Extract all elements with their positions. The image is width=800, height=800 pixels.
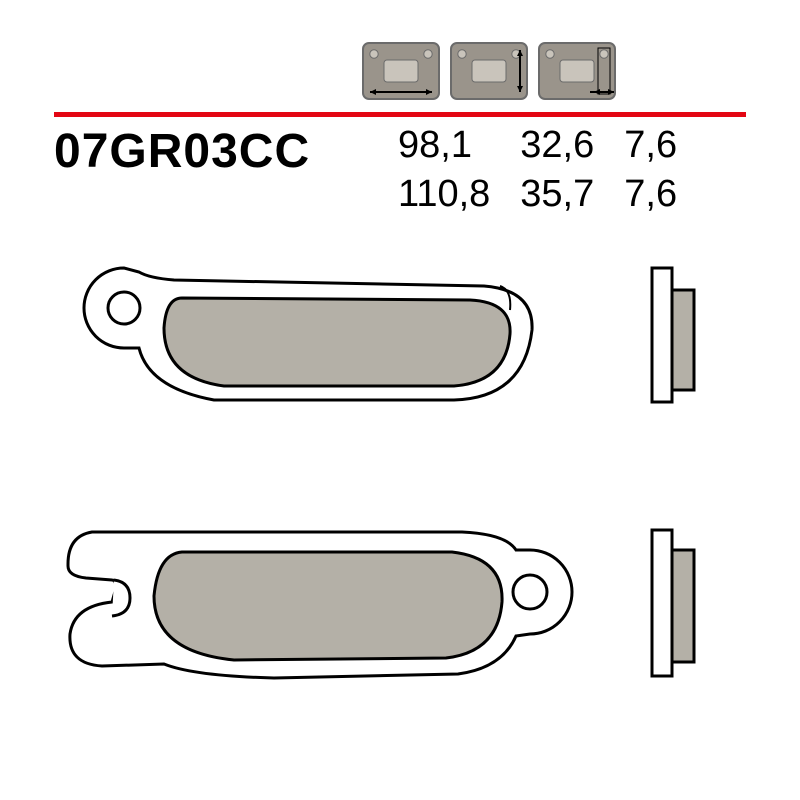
dim-row1-height: 32,6 [520, 124, 624, 173]
dimensions-table: 98,1 32,6 7,6 110,8 35,7 7,6 [398, 124, 707, 222]
brake-pad-b-front [54, 506, 614, 706]
part-number: 07GR03CC [54, 124, 310, 179]
dim-row1-width: 98,1 [398, 124, 520, 173]
dim-row2-height: 35,7 [520, 173, 624, 222]
accent-divider [54, 112, 746, 117]
dim-row1-thick: 7,6 [624, 124, 707, 173]
brake-pad-a-side [646, 250, 706, 440]
brake-pad-a-front [54, 250, 574, 440]
dim-row2-thick: 7,6 [624, 173, 707, 222]
brake-pad-b-side [646, 506, 706, 706]
dimension-icon-width [362, 42, 440, 100]
dimension-icon-height [450, 42, 528, 100]
dimension-icon-thickness [538, 42, 616, 100]
dim-row2-width: 110,8 [398, 173, 520, 222]
